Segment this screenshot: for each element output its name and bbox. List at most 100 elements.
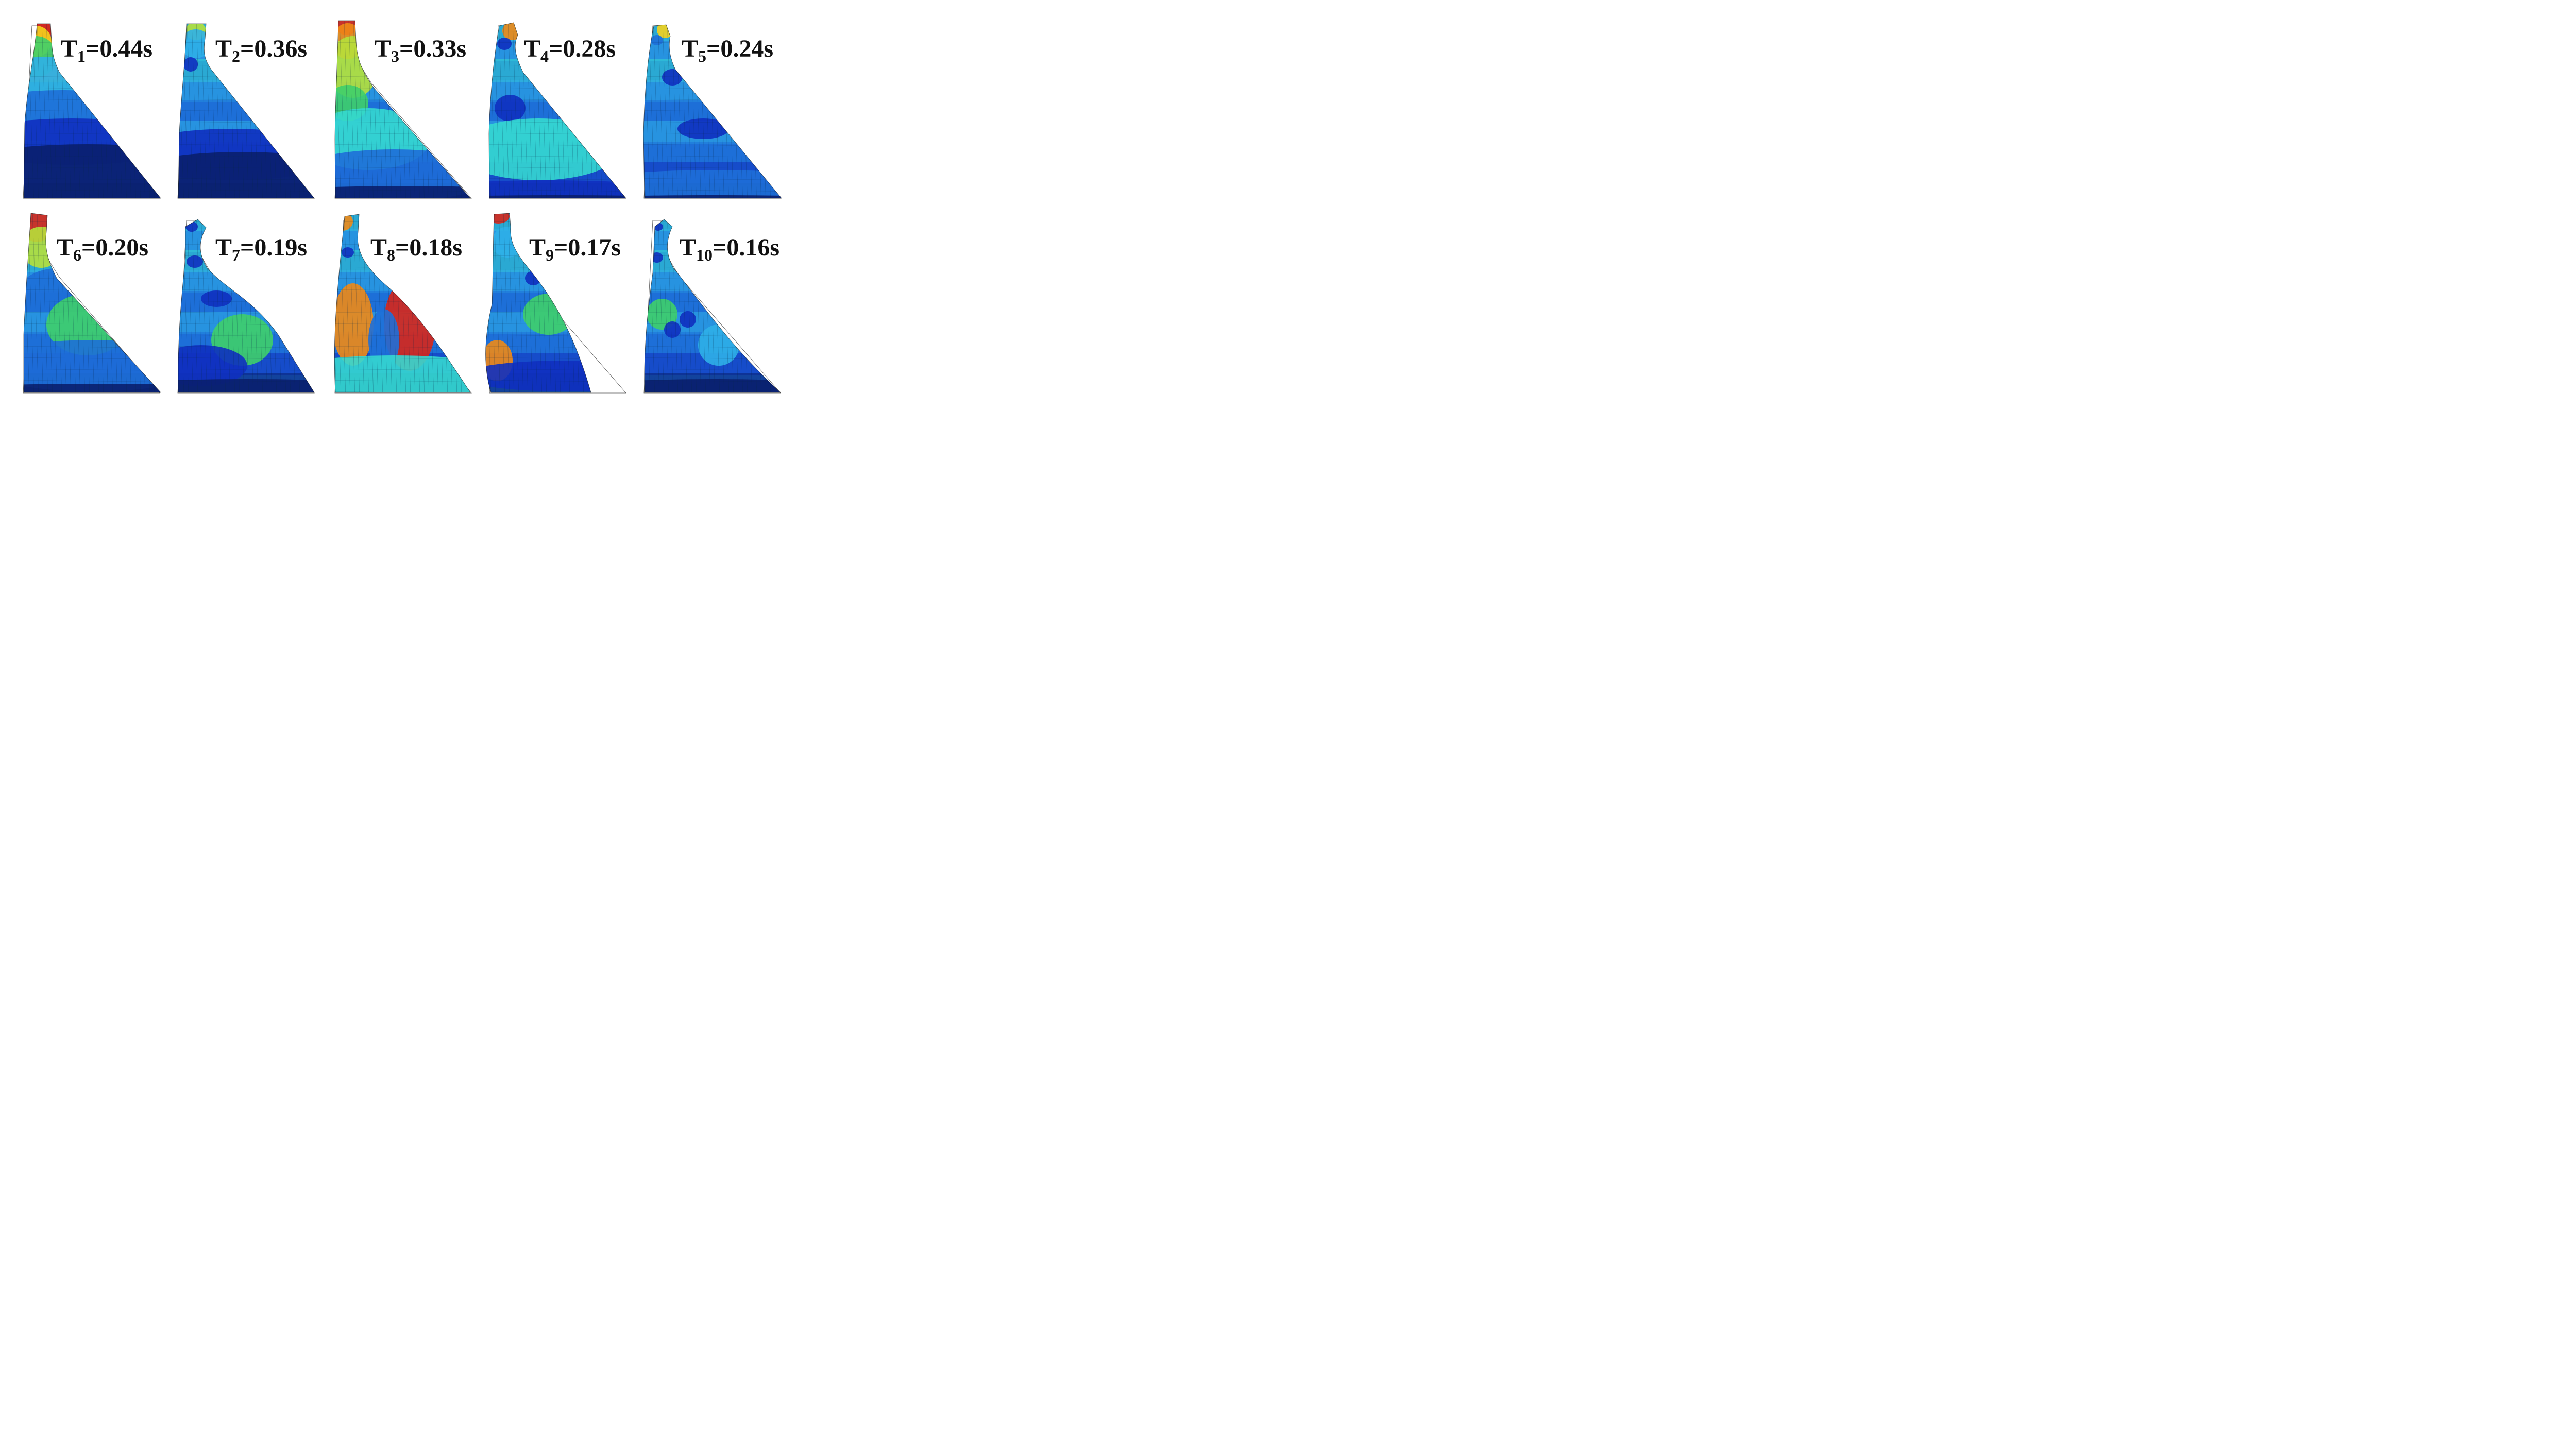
- period-label-8: T8=0.18s: [370, 234, 462, 264]
- mesh-line-vertical: [629, 21, 635, 206]
- contour-region-2-3: [183, 57, 198, 72]
- mesh-line-vertical: [162, 211, 168, 397]
- mesh-line-vertical: [157, 213, 161, 392]
- mesh-line-vertical: [633, 211, 639, 397]
- mesh-line-vertical: [317, 21, 323, 206]
- contour-region-10-6: [664, 321, 681, 338]
- mesh-line-vertical: [498, 23, 505, 198]
- field-band-7-5: [178, 291, 315, 314]
- mesh-line-vertical: [312, 219, 315, 392]
- field-band-5-5: [643, 100, 782, 123]
- mesh-line-horizontal: [485, 323, 591, 326]
- contour-region-10-2: [651, 252, 663, 263]
- mesh-line-vertical: [657, 219, 665, 392]
- period-label-5: T5=0.24s: [682, 35, 773, 65]
- mesh-line-vertical: [339, 21, 346, 198]
- mesh-line-horizontal: [24, 391, 161, 392]
- mesh-line-horizontal: [10, 201, 185, 203]
- contour-region-9-2: [492, 227, 523, 258]
- mesh-line-horizontal: [485, 334, 591, 337]
- mesh-line-vertical: [41, 24, 48, 198]
- mesh-line-vertical: [344, 214, 351, 392]
- period-label-4: T4=0.28s: [524, 35, 616, 65]
- mesh-line-vertical: [148, 213, 155, 392]
- contour-region-5-3: [662, 69, 683, 86]
- mesh-line-vertical: [321, 211, 328, 397]
- mesh-line-vertical: [623, 23, 626, 198]
- mesh-line-horizontal: [485, 368, 591, 371]
- deformed-outline-7: [178, 219, 315, 393]
- mesh-line-vertical: [326, 21, 332, 206]
- mesh-line-vertical: [507, 23, 515, 198]
- mesh-line-vertical: [353, 214, 360, 392]
- mode-panel-1: T1=0.44s: [23, 23, 161, 199]
- mode-panel-10: T10=0.16s: [643, 219, 782, 394]
- mesh-line-vertical: [317, 211, 323, 397]
- mesh-line-vertical: [662, 25, 669, 198]
- mesh-line-vertical: [792, 21, 799, 206]
- mesh-line-vertical: [348, 21, 355, 198]
- contour-region-9-3: [525, 271, 541, 285]
- mode-panel-4: T4=0.28s: [488, 22, 626, 199]
- mesh-line-vertical: [633, 21, 639, 206]
- contour-region-7-5: [178, 345, 247, 386]
- mesh-line-vertical: [624, 211, 630, 397]
- contour-region-3-7: [335, 186, 470, 198]
- mesh-line-vertical: [9, 211, 15, 397]
- contour-region-10-4: [680, 311, 696, 328]
- contour-region-5-2: [651, 35, 663, 45]
- mesh-line-vertical: [326, 211, 332, 397]
- mesh-line-vertical: [46, 24, 53, 198]
- period-label-10: T10=0.16s: [680, 234, 779, 264]
- mesh-line-horizontal: [334, 391, 471, 392]
- mesh-line-vertical: [167, 211, 173, 397]
- contour-region-2-2: [180, 29, 211, 58]
- mesh-line-vertical: [37, 213, 44, 392]
- mesh-line-vertical: [348, 214, 355, 392]
- mesh-line-vertical: [498, 213, 505, 392]
- period-label-7: T7=0.19s: [215, 234, 307, 264]
- mesh-line-vertical: [629, 211, 635, 397]
- contour-region-8-5: [368, 309, 399, 371]
- contour-region-6-2: [24, 227, 62, 268]
- contour-region-4-3: [495, 95, 526, 122]
- mesh-line-vertical: [5, 211, 11, 397]
- mesh-line-horizontal: [644, 391, 781, 392]
- mesh-line-vertical: [479, 21, 485, 206]
- mesh-line-vertical: [344, 21, 351, 198]
- mesh-line-vertical: [312, 24, 314, 198]
- period-label-9: T9=0.17s: [529, 234, 621, 264]
- mesh-line-vertical: [512, 23, 519, 198]
- mode-panel-2: T2=0.36s: [177, 23, 315, 199]
- field-band-5-3: [643, 59, 782, 82]
- mesh-line-vertical: [479, 211, 485, 397]
- mesh-line-horizontal: [322, 201, 497, 203]
- mesh-line-vertical: [469, 21, 470, 198]
- mesh-line-horizontal: [178, 391, 315, 392]
- mesh-line-vertical: [200, 24, 208, 198]
- mesh-line-vertical: [37, 24, 44, 198]
- mesh-line-vertical: [474, 211, 480, 397]
- mesh-line-vertical: [191, 219, 198, 392]
- mesh-line-horizontal: [485, 357, 591, 360]
- contour-region-9-5: [523, 294, 574, 335]
- mesh-line-vertical: [667, 25, 674, 198]
- contour-region-8-1: [334, 214, 353, 231]
- mesh-line-vertical: [321, 21, 328, 206]
- deformed-outline-10: [644, 219, 782, 393]
- mesh-line-vertical: [619, 23, 626, 198]
- contour-region-8-3: [334, 283, 374, 366]
- mesh-line-horizontal: [485, 346, 591, 349]
- deformed-outline-5: [643, 24, 782, 199]
- mesh-line-vertical: [196, 219, 203, 392]
- mesh-line-vertical: [167, 21, 173, 206]
- contour-region-7-2: [187, 255, 203, 268]
- contour-region-10-1: [653, 223, 663, 231]
- deformed-outline-3: [334, 20, 471, 199]
- mesh-line-vertical: [196, 24, 203, 198]
- mesh-line-horizontal: [644, 221, 781, 224]
- mode-panel-6: T6=0.20s: [23, 211, 173, 397]
- contour-region-8-2: [342, 247, 354, 258]
- mesh-line-vertical: [662, 219, 669, 392]
- mesh-line-vertical: [778, 25, 782, 198]
